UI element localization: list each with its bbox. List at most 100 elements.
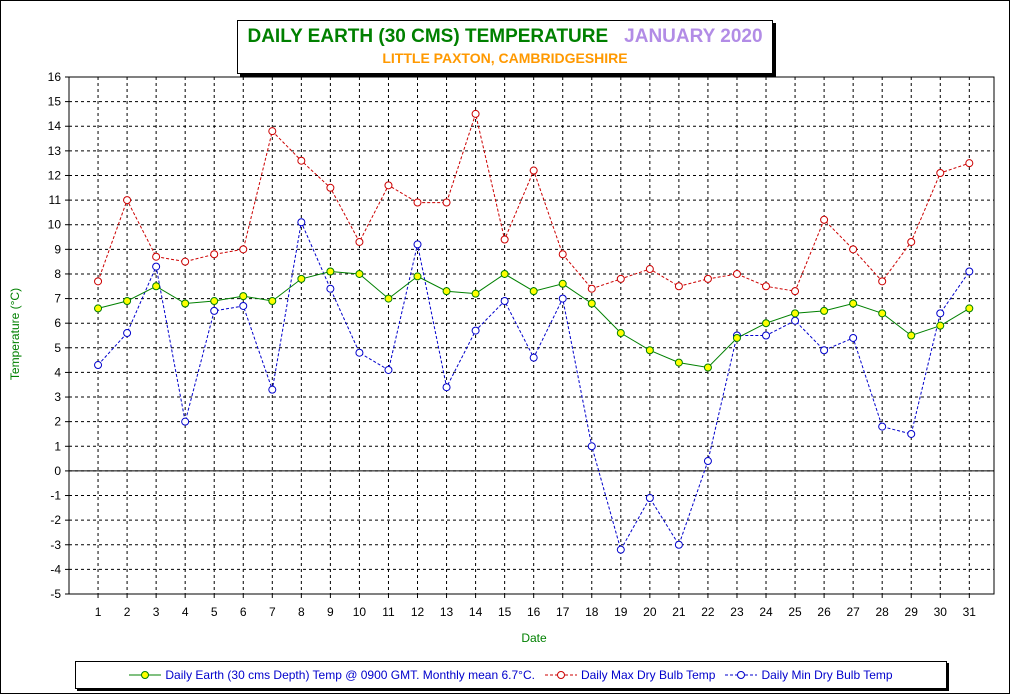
title-box: DAILY EARTH (30 CMS) TEMPERATURE JANUARY …: [237, 20, 773, 74]
x-tick-label: 20: [643, 605, 657, 619]
x-tick-label: 17: [556, 605, 570, 619]
data-point-max: [152, 252, 161, 261]
data-point-min: [355, 348, 364, 357]
x-tick-label: 26: [817, 605, 831, 619]
data-point-max: [558, 250, 567, 259]
data-point-earth: [645, 346, 654, 355]
data-point-min: [268, 385, 277, 394]
y-tick-label: -2: [50, 513, 61, 527]
data-point-max: [94, 277, 103, 286]
y-tick-label: -3: [50, 538, 61, 552]
data-point-earth: [471, 289, 480, 298]
data-point-min: [616, 545, 625, 554]
y-tick-label: -4: [50, 562, 61, 576]
x-tick-label: 1: [95, 605, 102, 619]
data-point-max: [123, 196, 132, 205]
data-point-max: [878, 277, 887, 286]
x-tick-label: 8: [298, 605, 305, 619]
x-tick-label: 15: [498, 605, 512, 619]
data-point-min: [674, 540, 683, 549]
x-tick-label: 12: [411, 605, 425, 619]
data-point-min: [297, 218, 306, 227]
data-point-min: [181, 417, 190, 426]
data-point-min: [907, 429, 916, 438]
legend-swatch-max: [544, 671, 577, 679]
x-tick-label: 18: [585, 605, 599, 619]
data-point-max: [326, 183, 335, 192]
data-point-earth: [355, 269, 364, 278]
data-point-earth: [732, 333, 741, 342]
data-point-earth: [674, 358, 683, 367]
y-tick-label: 9: [54, 242, 61, 256]
legend-label-max: Daily Max Dry Bulb Temp: [580, 668, 716, 682]
x-tick-label: 29: [905, 605, 919, 619]
x-tick-label: 30: [934, 605, 948, 619]
data-point-max: [268, 127, 277, 136]
data-point-max: [297, 156, 306, 165]
data-point-min: [965, 267, 974, 276]
data-point-max: [849, 245, 858, 254]
data-point-max: [820, 215, 829, 224]
x-tick-label: 4: [182, 605, 189, 619]
data-point-min: [587, 442, 596, 451]
data-point-min: [471, 326, 480, 335]
data-point-earth: [239, 292, 248, 301]
data-point-earth: [181, 299, 190, 308]
data-point-min: [645, 493, 654, 502]
data-point-max: [239, 245, 248, 254]
title-line: DAILY EARTH (30 CMS) TEMPERATURE JANUARY …: [238, 26, 772, 48]
data-point-earth: [849, 299, 858, 308]
data-point-earth: [907, 331, 916, 340]
data-point-earth: [413, 272, 422, 281]
data-point-min: [123, 329, 132, 338]
data-point-earth: [762, 319, 771, 328]
data-point-max: [384, 181, 393, 190]
y-tick-label: 11: [49, 193, 62, 207]
chart-title: DAILY EARTH (30 CMS) TEMPERATURE: [247, 26, 609, 47]
y-tick-label: 3: [54, 390, 61, 404]
data-point-min: [703, 457, 712, 466]
data-point-min: [239, 301, 248, 310]
data-point-max: [674, 282, 683, 291]
data-point-min: [936, 309, 945, 318]
data-point-earth: [500, 269, 509, 278]
x-tick-label: 10: [353, 605, 367, 619]
legend: Daily Earth (30 cms Depth) Temp @ 0900 G…: [75, 661, 947, 689]
data-point-min: [384, 365, 393, 374]
x-tick-label: 14: [469, 605, 483, 619]
chart-subtitle: LITTLE PAXTON, CAMBRIDGESHIRE: [382, 50, 628, 66]
legend-item-max: Daily Max Dry Bulb Temp: [544, 668, 716, 682]
data-point-earth: [878, 309, 887, 318]
x-tick-label: 6: [240, 605, 247, 619]
data-point-max: [210, 250, 219, 259]
data-point-earth: [616, 329, 625, 338]
x-tick-label: 25: [788, 605, 802, 619]
data-point-min: [442, 383, 451, 392]
x-tick-label: 23: [730, 605, 744, 619]
x-tick-label: 3: [153, 605, 160, 619]
legend-label-min: Daily Min Dry Bulb Temp: [761, 668, 893, 682]
data-point-min: [820, 346, 829, 355]
x-tick-label: 16: [527, 605, 541, 619]
data-point-earth: [936, 321, 945, 330]
y-tick-label: 0: [54, 464, 61, 478]
data-point-earth: [703, 363, 712, 372]
data-point-max: [413, 198, 422, 207]
x-tick-label: 2: [124, 605, 131, 619]
x-tick-label: 24: [759, 605, 773, 619]
data-point-min: [762, 331, 771, 340]
data-point-max: [355, 237, 364, 246]
data-point-min: [500, 297, 509, 306]
data-point-earth: [820, 306, 829, 315]
x-tick-label: 13: [440, 605, 454, 619]
legend-swatch-earth: [129, 671, 162, 679]
plot-border: [68, 76, 995, 595]
chart-title-period: JANUARY 2020: [624, 26, 763, 47]
x-tick-label: 28: [876, 605, 890, 619]
data-point-earth: [558, 279, 567, 288]
data-point-min: [791, 316, 800, 325]
data-point-earth: [326, 267, 335, 276]
data-point-min: [152, 262, 161, 271]
data-point-max: [529, 166, 538, 175]
